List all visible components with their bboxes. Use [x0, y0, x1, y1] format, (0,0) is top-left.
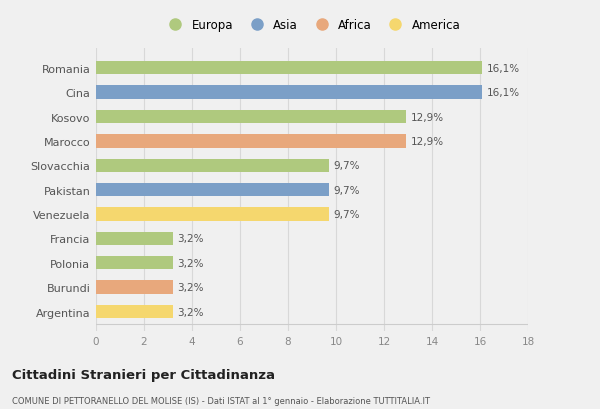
- Bar: [96, 232, 173, 245]
- Bar: [96, 62, 482, 75]
- Bar: [96, 281, 173, 294]
- Text: 12,9%: 12,9%: [410, 137, 443, 146]
- Bar: [96, 184, 329, 197]
- Text: Cittadini Stranieri per Cittadinanza: Cittadini Stranieri per Cittadinanza: [12, 369, 275, 381]
- Text: 12,9%: 12,9%: [410, 112, 443, 122]
- Bar: [96, 159, 329, 173]
- Text: 9,7%: 9,7%: [334, 161, 360, 171]
- Text: COMUNE DI PETTORANELLO DEL MOLISE (IS) - Dati ISTAT al 1° gennaio - Elaborazione: COMUNE DI PETTORANELLO DEL MOLISE (IS) -…: [12, 396, 430, 405]
- Bar: [96, 256, 173, 270]
- Bar: [96, 208, 329, 221]
- Text: 3,2%: 3,2%: [178, 234, 204, 244]
- Bar: [96, 86, 482, 100]
- Text: 16,1%: 16,1%: [487, 64, 520, 74]
- Text: 3,2%: 3,2%: [178, 258, 204, 268]
- Bar: [96, 305, 173, 319]
- Text: 9,7%: 9,7%: [334, 185, 360, 195]
- Bar: [96, 135, 406, 148]
- Legend: Europa, Asia, Africa, America: Europa, Asia, Africa, America: [160, 16, 464, 36]
- Text: 3,2%: 3,2%: [178, 283, 204, 292]
- Text: 16,1%: 16,1%: [487, 88, 520, 98]
- Bar: [96, 110, 406, 124]
- Text: 9,7%: 9,7%: [334, 209, 360, 220]
- Text: 3,2%: 3,2%: [178, 307, 204, 317]
